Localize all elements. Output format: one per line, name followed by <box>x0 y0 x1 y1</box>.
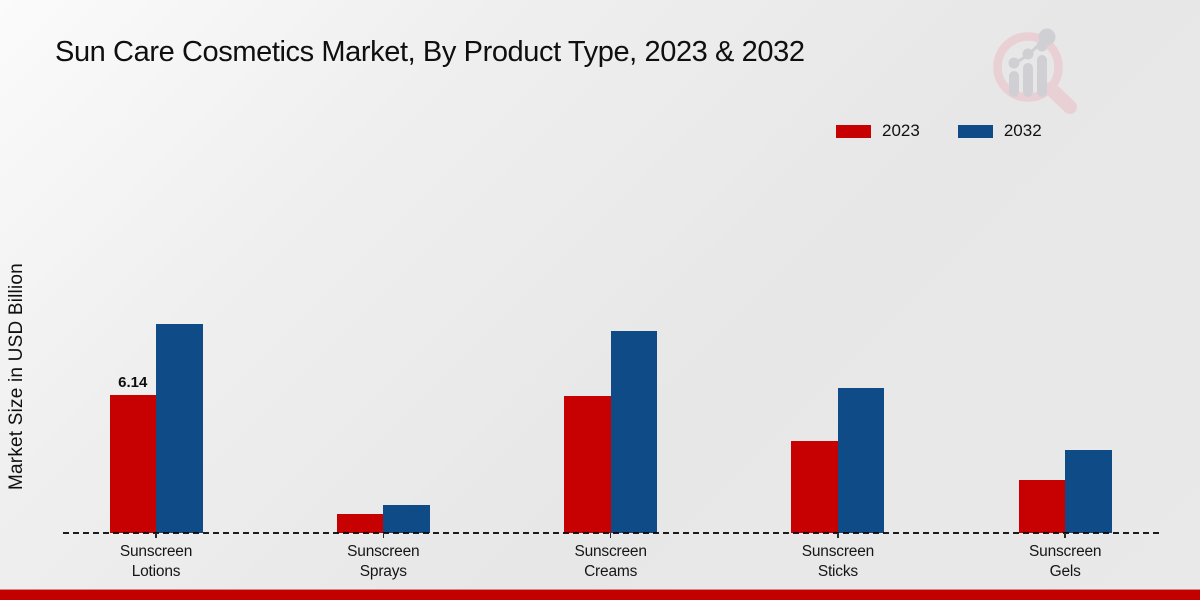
legend-label-2032: 2032 <box>1003 121 1042 140</box>
legend-label-2023: 2023 <box>882 121 920 140</box>
x-tick <box>837 533 839 538</box>
legend-swatch-2032 <box>957 124 993 138</box>
legend-swatch-2023 <box>836 124 871 138</box>
bar-2023-sunscreen-sprays <box>336 513 384 533</box>
footer-bar <box>0 589 1200 600</box>
bar-2032-sunscreen-lotions <box>156 323 203 533</box>
legend-item-2032: 2032 <box>957 121 1042 141</box>
y-axis-title: Market Size in USD Billion <box>6 263 27 491</box>
bar-2032-sunscreen-gels <box>1065 449 1112 533</box>
x-tick <box>609 533 612 538</box>
bar-2023-sunscreen-lotions <box>109 394 156 533</box>
brand-logo-icon <box>993 28 1077 114</box>
x-tick <box>155 533 157 538</box>
x-category-label: Sunscreen Sprays <box>347 543 420 580</box>
bar-2032-sunscreen-creams <box>610 330 658 533</box>
chart-title: Sun Care Cosmetics Market, By Product Ty… <box>55 36 805 68</box>
x-category-label: Sunscreen Sticks <box>801 543 875 580</box>
bar-2023-sunscreen-sticks <box>791 440 838 533</box>
x-category-label: Sunscreen Creams <box>574 543 647 580</box>
bar-value-label: 6.14 <box>118 373 148 391</box>
bar-2023-sunscreen-gels <box>1018 479 1066 533</box>
x-tick <box>382 533 385 538</box>
x-category-label: Sunscreen Gels <box>1029 543 1102 580</box>
legend: 2023 2032 <box>836 121 1042 141</box>
bar-2023-sunscreen-creams <box>564 396 611 533</box>
bar-2032-sunscreen-sprays <box>383 504 430 533</box>
x-category-label: Sunscreen Lotions <box>119 543 193 580</box>
bar-2032-sunscreen-sticks <box>837 388 885 533</box>
x-tick <box>1064 533 1066 538</box>
legend-item-2023: 2023 <box>836 121 920 141</box>
